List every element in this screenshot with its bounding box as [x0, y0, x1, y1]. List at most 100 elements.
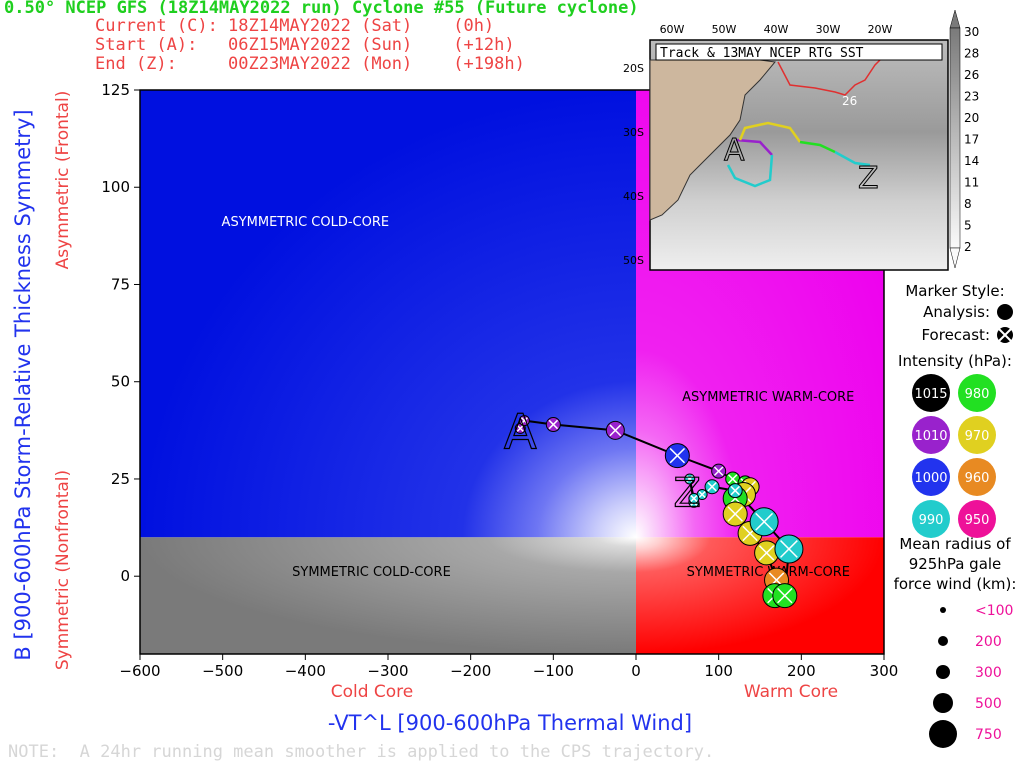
legend-forecast-label: Forecast: [921, 326, 990, 344]
trajectory-point [704, 479, 720, 495]
x-label-warm-core: Warm Core [744, 682, 838, 702]
x-tick-label: −100 [533, 662, 574, 680]
colorbar-label: 11 [964, 176, 979, 190]
axes: −600 −500 −400 −300 −200 −100 0 100 200 300 0 25 50 7… [101, 81, 898, 680]
colorbar-label: 8 [964, 197, 972, 211]
trajectory-point [696, 489, 708, 501]
trajectory-point [688, 492, 700, 504]
x-tick-label: 0 [631, 662, 641, 680]
quadrant-backgrounds [140, 90, 884, 654]
map-lon-label: 60W [660, 23, 685, 36]
colorbar-label: 14 [964, 154, 979, 168]
map-track-green [799, 140, 836, 154]
x-tick-label: −200 [450, 662, 491, 680]
legend-intensity-title: Intensity (hPa): [898, 352, 1012, 370]
cps-trajectory: AZ [503, 404, 804, 609]
legend-radius-label: <100 [975, 603, 1013, 619]
colorbar-label: 2 [964, 240, 972, 254]
sst-colorbar: 30 28 26 23 20 17 14 11 8 5 2 [949, 9, 979, 269]
sst-contour-label: 26 [842, 94, 857, 108]
y-axis-title: B [900-600hPa Storm-Relative Thickness S… [11, 109, 35, 660]
y-tick-label: 100 [101, 178, 130, 196]
legend-intensity-item: 980 [958, 374, 996, 412]
svg-text:990: 990 [919, 513, 944, 528]
svg-text:960: 960 [965, 471, 990, 486]
legend-intensity-item: 970 [958, 416, 996, 454]
legend-radius-label: 750 [975, 727, 1002, 743]
y-tick-label: 0 [120, 567, 130, 585]
legend-analysis-marker [997, 304, 1013, 320]
legend-radius-label: 300 [975, 665, 1002, 681]
legend-analysis-label: Analysis: [923, 303, 990, 321]
plot-frame [139, 89, 885, 655]
legend-radius-title: force wind (km): [894, 575, 1017, 593]
colorbar-label: 5 [964, 219, 972, 233]
map-title: Track & 13MAY NCEP RTG SST [660, 46, 864, 61]
map-lat-label: 30S [623, 126, 644, 139]
trajectory-point [722, 501, 748, 527]
trajectory-point [727, 483, 743, 499]
colorbar-labels: 30 28 26 23 20 17 14 11 8 5 2 [964, 25, 979, 254]
legend-radius-marker [940, 607, 946, 613]
x-axis-title: -VT^L [900-600hPa Thermal Wind] [328, 711, 692, 735]
trajectory-point [711, 463, 727, 479]
legend-radius-title: 925hPa gale [909, 555, 1002, 573]
inset-map: 26 A Z Track & 13MAY NCEP RTG SST 60W 50W… [623, 23, 949, 271]
svg-text:950: 950 [965, 513, 990, 528]
quadrant-symmetric-cold [140, 537, 636, 654]
legend-intensity-item: 950 [958, 500, 996, 538]
legend-radius-label: 200 [975, 634, 1002, 650]
map-lon-label: 40W [764, 23, 789, 36]
map-lat-label: 20S [623, 62, 644, 75]
y-tick-label: 50 [111, 373, 130, 391]
colorbar-label: 23 [964, 90, 979, 104]
map-start-marker: A [724, 133, 745, 168]
map-lon-label: 20W [868, 23, 893, 36]
x-tick-label: −500 [202, 662, 243, 680]
legend-intensity-item: 1000 [912, 458, 950, 496]
trajectory-point [754, 540, 780, 566]
x-tick-label: −600 [119, 662, 160, 680]
end-time-line: End (Z): 00Z23MAY2022 (Mon) (+198h) [95, 54, 525, 74]
map-end-marker: Z [858, 161, 879, 196]
y-label-symmetric: Symmetric (Nonfrontal) [53, 470, 73, 670]
map-lon-label: 50W [712, 23, 737, 36]
legend-intensity-item: 990 [912, 500, 950, 538]
quadrant-asymmetric-cold [140, 90, 636, 538]
map-track-yellow [738, 121, 802, 143]
svg-text:980: 980 [965, 387, 990, 402]
trajectory-point [684, 473, 696, 485]
colorbar-label: 28 [964, 47, 979, 61]
quadrant-label-ll: SYMMETRIC COLD-CORE [292, 565, 451, 580]
x-tick-label: 200 [787, 662, 816, 680]
map-track-cyan-end [834, 150, 871, 167]
trajectory-point [664, 443, 690, 469]
map-lat-label: 40S [623, 190, 644, 203]
end-marker: Z [674, 471, 701, 517]
chart-title: 0.50° NCEP GFS (18Z14MAY2022 run) Cyclon… [4, 0, 639, 18]
land-south-america [649, 59, 776, 221]
legend-intensity-item: 1015 [912, 374, 950, 412]
map-lon-ticks: 60W 50W 40W 30W 20W [660, 23, 893, 36]
svg-text:1010: 1010 [914, 429, 947, 444]
svg-text:1000: 1000 [914, 471, 947, 486]
x-tick-label: 100 [704, 662, 733, 680]
legend-radius-title: Mean radius of [899, 535, 1011, 553]
quadrant-label-ul: ASYMMETRIC COLD-CORE [222, 215, 390, 230]
legend-radius-marker [929, 720, 957, 748]
x-tick-label: −300 [367, 662, 408, 680]
trajectory-point [605, 420, 625, 440]
current-time-line: Current (C): 18Z14MAY2022 (Sat) (0h) [95, 16, 495, 36]
legend-intensity-item: 1010 [912, 416, 950, 454]
x-label-cold-core: Cold Core [331, 682, 414, 702]
legend-radius-label: 500 [975, 696, 1002, 712]
map-track-cyan [726, 154, 774, 188]
y-tick-label: 75 [111, 275, 130, 293]
map-lat-label: 50S [623, 254, 644, 267]
legend-radius-marker [936, 665, 950, 679]
svg-text:970: 970 [965, 429, 990, 444]
trajectory-point [749, 507, 779, 537]
trajectory-point [545, 417, 561, 433]
y-tick-label: 25 [111, 470, 130, 488]
